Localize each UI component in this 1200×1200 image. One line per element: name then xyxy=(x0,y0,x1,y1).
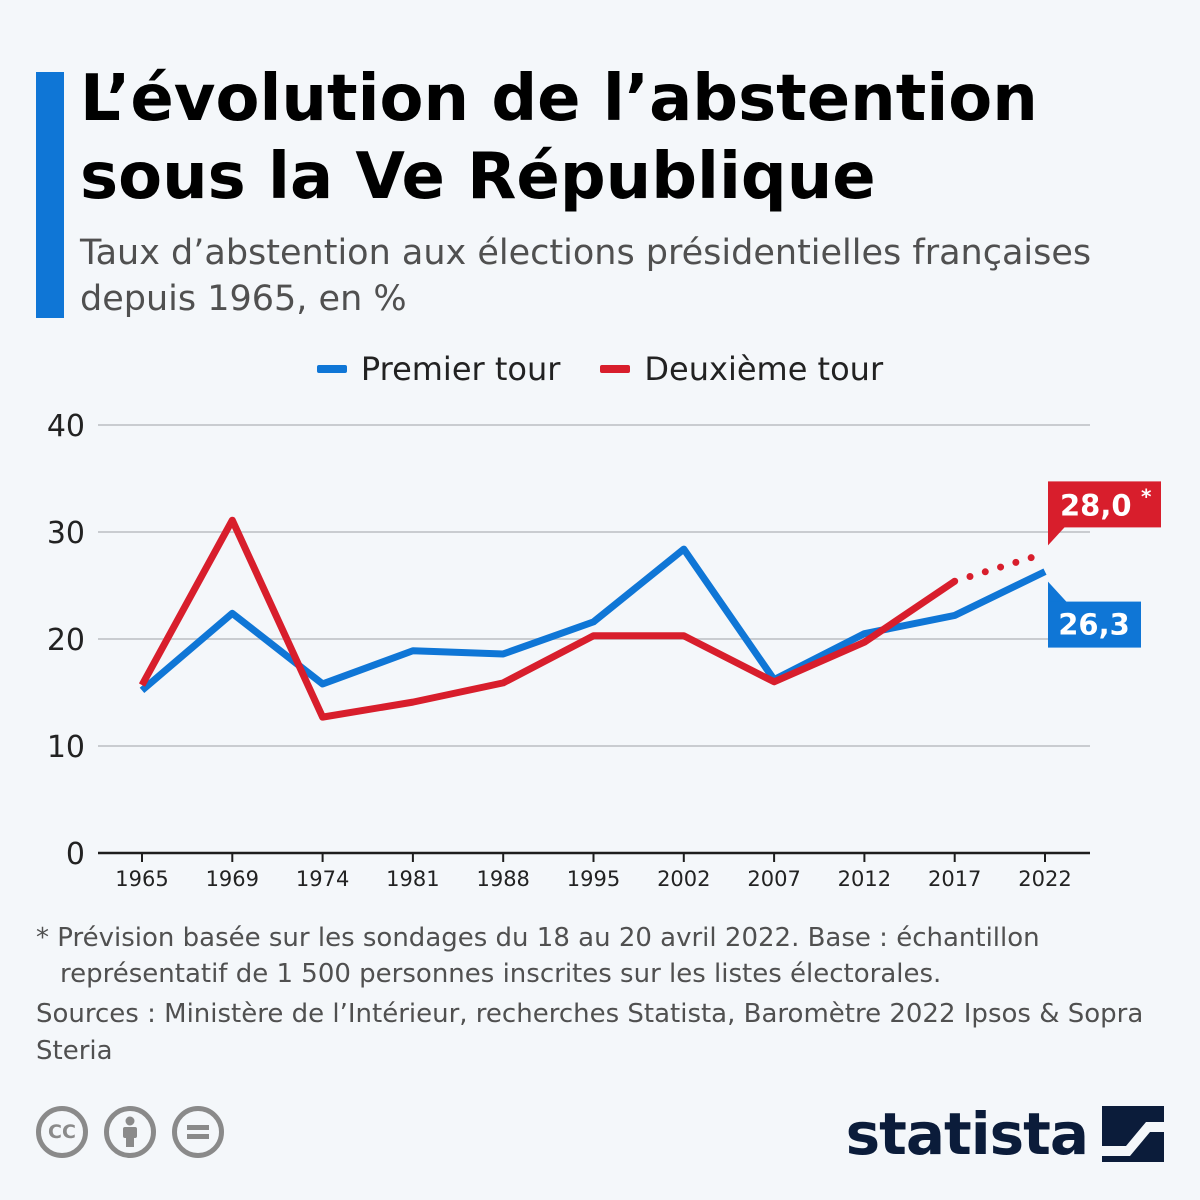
legend-swatch-deuxieme xyxy=(600,365,631,373)
sources-label: Sources : xyxy=(36,999,156,1029)
creative-commons-icon[interactable]: CC xyxy=(36,1106,88,1158)
statista-logo-icon xyxy=(1102,1106,1164,1162)
license-icons: CC xyxy=(36,1106,224,1158)
y-tick-label: 30 xyxy=(47,516,85,551)
legend: Premier tour Deuxième tour xyxy=(0,350,1200,388)
line-chart: 0 10 20 30 40 1965 1969 1974 1981 1988 1995 2002 200… xyxy=(47,409,1161,891)
series-forecast-deuxieme-tour xyxy=(951,549,1049,585)
person-icon xyxy=(123,1116,137,1147)
no-derivatives-icon[interactable] xyxy=(172,1106,224,1158)
y-tick-label: 0 xyxy=(66,837,85,872)
callout-pointer-deuxieme xyxy=(1048,521,1070,546)
equals-icon xyxy=(187,1125,209,1139)
y-tick-label: 20 xyxy=(47,623,85,658)
callout-pointer-premier xyxy=(1048,581,1070,606)
x-tick-label: 2002 xyxy=(657,867,710,891)
legend-label-deuxieme: Deuxième tour xyxy=(644,350,884,388)
callout-box-deuxieme xyxy=(1048,481,1161,528)
x-tick-label: 1995 xyxy=(567,867,620,891)
x-tick-label: 1981 xyxy=(386,867,439,891)
x-tick-label: 2022 xyxy=(1018,867,1071,891)
callout-value-premier: 26,3 xyxy=(1058,608,1130,642)
x-tick-label: 1965 xyxy=(115,867,168,891)
statista-logo[interactable]: statista xyxy=(846,1100,1164,1168)
legend-swatch-premier xyxy=(316,365,347,373)
y-tick-label: 40 xyxy=(47,409,85,444)
callout-value-deuxieme: 28,0 xyxy=(1060,488,1132,522)
creative-commons-icon-label: CC xyxy=(48,1121,76,1143)
x-tick-label: 2007 xyxy=(747,867,800,891)
title-accent-bar xyxy=(36,72,64,318)
brand-name: statista xyxy=(845,1100,1089,1168)
x-tick-label: 2012 xyxy=(838,867,891,891)
x-tick-label: 1974 xyxy=(296,867,349,891)
callout-asterisk-deuxieme: * xyxy=(1141,484,1152,508)
chart-subtitle: Taux d’abstention aux élections présiden… xyxy=(80,233,1092,319)
chart-title: L’évolution de l’abstention sous la Ve R… xyxy=(80,62,1038,214)
x-tick-label: 2017 xyxy=(928,867,981,891)
legend-item-deuxieme: Deuxième tour xyxy=(600,350,883,388)
x-tick-label: 1969 xyxy=(206,867,259,891)
sources-text: Ministère de l’Intérieur, recherches Sta… xyxy=(36,999,1144,1066)
sources: Sources : Ministère de l’Intérieur, rech… xyxy=(36,996,1166,1070)
attribution-icon[interactable] xyxy=(104,1106,156,1158)
legend-item-premier: Premier tour xyxy=(316,350,561,388)
series-line-deuxieme-tour xyxy=(138,516,957,721)
legend-label-premier: Premier tour xyxy=(360,350,561,388)
y-tick-label: 10 xyxy=(47,730,85,765)
series-line-premier-tour xyxy=(139,545,1047,694)
footnote-text: * Prévision basée sur les sondages du 18… xyxy=(36,923,1040,989)
callout-box-premier xyxy=(1048,601,1141,648)
x-tick-label: 1988 xyxy=(476,867,529,891)
footnote: * Prévision basée sur les sondages du 18… xyxy=(36,920,1166,992)
